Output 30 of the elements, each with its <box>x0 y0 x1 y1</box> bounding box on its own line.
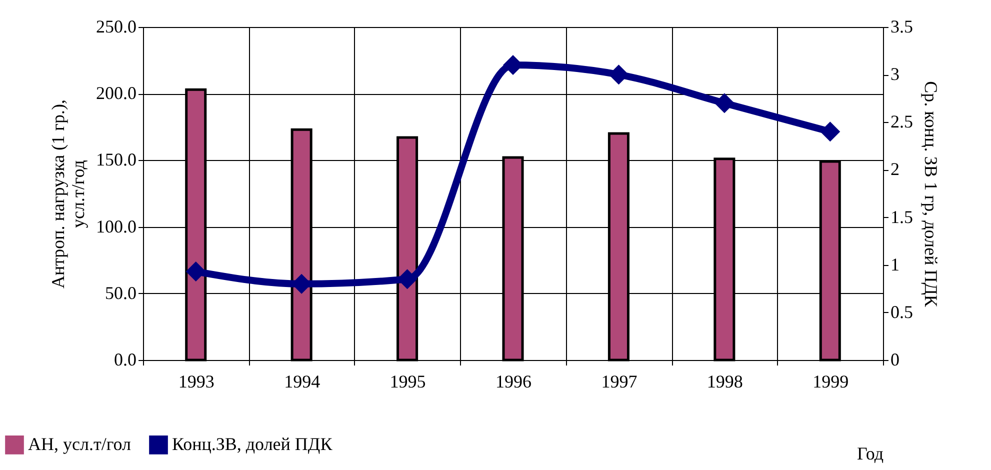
y2-tick-label: 1 <box>890 254 900 274</box>
y2-tick-label: 2.5 <box>890 112 913 132</box>
x-tick-label: 1998 <box>706 372 743 392</box>
point <box>714 93 734 114</box>
x-tick-label: 1993 <box>178 372 214 392</box>
x-tick-label: 1995 <box>390 372 426 392</box>
y2-tick-label: 1.5 <box>890 206 913 227</box>
point <box>820 122 840 142</box>
y-tick-label: 50.0 <box>105 282 136 303</box>
x-axis-title: Год <box>857 444 884 464</box>
y-axis-title: Антроп. нагрузка (1 гр.), усл.т/год <box>48 99 88 289</box>
point <box>186 262 206 282</box>
y2-tick-label: 0.5 <box>890 302 913 322</box>
y-tick-label: 100.0 <box>96 216 136 236</box>
y2-axis-title: Ср. конц. ЗВ 1 гр, долей ПДК <box>921 81 941 308</box>
legend-label: Конц.ЗВ, долей ПДК <box>172 434 334 454</box>
y-tick-label: 150.0 <box>96 150 136 170</box>
legend-label: АН, усл.т/гол <box>28 434 132 454</box>
y-tick-label: 250.0 <box>96 16 136 36</box>
x-tick-label: 1997 <box>601 372 638 392</box>
y-tick-label: 200.0 <box>96 83 136 104</box>
y2-tick-label: 2 <box>890 159 900 180</box>
point <box>608 64 629 85</box>
x-tick-label: 1999 <box>812 372 849 392</box>
y2-tick-label: 0 <box>890 350 900 370</box>
x-tick-label: 1994 <box>284 372 320 392</box>
y2-tick-label: 3 <box>890 64 900 84</box>
y-tick-label: 0.0 <box>114 350 136 370</box>
y2-tick-label: 3.5 <box>890 16 913 36</box>
x-tick-label: 1996 <box>496 372 532 392</box>
